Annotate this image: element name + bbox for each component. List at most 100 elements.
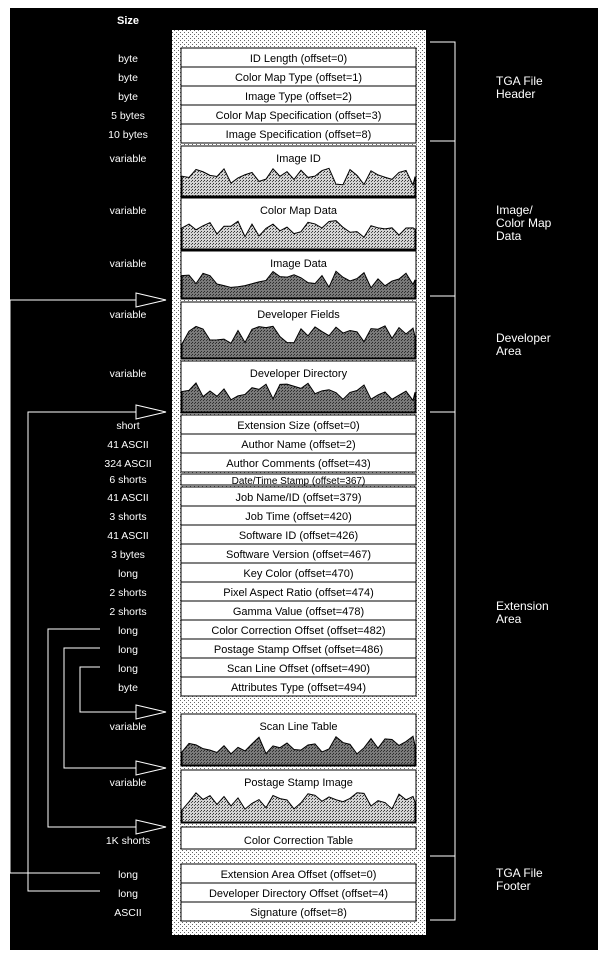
size-label: 6 shorts — [109, 474, 146, 486]
offset-pointers — [9, 292, 167, 892]
field-label: Extension Size (offset=0) — [237, 420, 359, 432]
field-extension-area-offset: Extension Area Offset (offset=0) — [180, 863, 417, 884]
field-cell — [180, 123, 417, 144]
field-author-name: Author Name (offset=2) — [180, 433, 417, 454]
field-label: Developer Directory — [250, 368, 348, 380]
color-correction-offset-pointer — [47, 628, 167, 835]
field-label: Software ID (offset=426) — [239, 530, 358, 542]
field-label: Color Correction Table — [244, 835, 353, 847]
pointer-line — [27, 411, 136, 892]
field-software-version: Software Version (offset=467) — [180, 543, 417, 564]
field-key-color: Key Color (offset=470) — [180, 562, 417, 583]
field-cell — [180, 901, 417, 922]
pointer-arrowhead — [135, 704, 167, 720]
developer-directory-offset-pointer — [27, 404, 167, 892]
field-label: Pixel Aspect Ratio (offset=474) — [223, 587, 374, 599]
size-label: ASCII — [114, 907, 141, 919]
field-label: Color Map Type (offset=1) — [235, 72, 362, 84]
variable-length-contour — [181, 325, 416, 359]
field-label: Author Comments (offset=43) — [226, 458, 370, 470]
pointer-arrowhead — [135, 292, 167, 308]
size-label: long — [118, 625, 138, 637]
field-developer-directory: Developer Directory — [180, 360, 417, 414]
size-label: variable — [110, 368, 147, 380]
field-developer-directory-offset: Developer Directory Offset (offset=4) — [180, 882, 417, 903]
field-label: Author Name (offset=2) — [241, 439, 355, 451]
field-label: Image Type (offset=2) — [245, 91, 352, 103]
size-labels: byte byte byte 5 bytes 10 bytes variable varia… — [104, 53, 151, 919]
size-label: 3 bytes — [111, 549, 145, 561]
size-label: 41 ASCII — [107, 530, 148, 542]
field-label: Gamma Value (offset=478) — [233, 606, 364, 618]
size-label: 1K shorts — [106, 835, 150, 847]
variable-length-contour — [181, 382, 416, 413]
variable-length-contour — [181, 270, 416, 299]
field-scan-line-table: Scan Line Table — [180, 713, 417, 767]
scan-line-offset-pointer — [79, 666, 167, 720]
field-cell — [180, 473, 417, 486]
size-label: byte — [118, 91, 138, 103]
field-cells: ID Length (offset=0) Color Map Type (offs… — [180, 47, 417, 922]
size-label: variable — [110, 258, 147, 270]
field-label: Date/Time Stamp (offset=367) — [232, 476, 366, 487]
field-label: Job Name/ID (offset=379) — [235, 492, 361, 504]
size-label: long — [118, 888, 138, 900]
size-label: variable — [110, 205, 147, 217]
size-label: long — [118, 663, 138, 675]
pointer-line — [79, 666, 136, 713]
size-label: 324 ASCII — [104, 458, 151, 470]
field-job-time: Job Time (offset=420) — [180, 505, 417, 526]
pointer-line — [47, 628, 136, 828]
field-image-data: Image Data — [180, 250, 417, 300]
field-label: Color Correction Offset (offset=482) — [211, 625, 385, 637]
size-label: long — [118, 568, 138, 580]
field-developer-fields: Developer Fields — [180, 301, 417, 360]
bracket-tga-file-footer — [430, 855, 456, 921]
field-label: Software Version (offset=467) — [226, 549, 371, 561]
field-extension-size: Extension Size (offset=0) — [180, 414, 417, 435]
size-label: 41 ASCII — [107, 492, 148, 504]
field-id-length: ID Length (offset=0) — [180, 47, 417, 68]
field-pixel-aspect-ratio: Pixel Aspect Ratio (offset=474) — [180, 581, 417, 602]
size-label: 3 shorts — [109, 511, 146, 523]
size-label: 5 bytes — [111, 110, 145, 122]
field-cell — [180, 826, 417, 850]
field-color-map-specification: Color Map Specification (offset=3) — [180, 104, 417, 125]
field-label: Image Specification (offset=8) — [226, 129, 372, 141]
field-color-map-data: Color Map Data — [180, 197, 417, 251]
section-brackets — [430, 41, 456, 921]
variable-length-contour — [181, 735, 416, 766]
field-label: Image ID — [276, 153, 321, 165]
size-label: 10 bytes — [108, 129, 148, 141]
field-label: Key Color (offset=470) — [243, 568, 353, 580]
extension-area-offset-pointer — [9, 292, 167, 874]
variable-length-contour — [181, 220, 416, 250]
field-postage-stamp-offset: Postage Stamp Offset (offset=486) — [180, 638, 417, 659]
size-label: 2 shorts — [109, 587, 146, 599]
field-label: ID Length (offset=0) — [250, 53, 347, 65]
field-label: Scan Line Offset (offset=490) — [227, 663, 370, 675]
field-postage-stamp-image: Postage Stamp Image — [180, 769, 417, 824]
field-color-correction-offset: Color Correction Offset (offset=482) — [180, 619, 417, 640]
pointer-line — [9, 299, 136, 874]
pointer-line — [63, 647, 136, 769]
field-software-id: Software ID (offset=426) — [180, 524, 417, 545]
field-label: Attributes Type (offset=494) — [231, 682, 366, 694]
field-label: Postage Stamp Image — [244, 777, 353, 789]
field-label: Developer Fields — [257, 309, 340, 321]
field-color-correction-table: Color Correction Table — [180, 826, 417, 850]
size-label: variable — [110, 309, 147, 321]
size-label: short — [116, 420, 139, 432]
pointer-arrowhead — [135, 404, 167, 420]
bracket-line — [430, 855, 456, 921]
field-label: Postage Stamp Offset (offset=486) — [214, 644, 383, 656]
field-label: Image Data — [270, 258, 328, 270]
size-label: byte — [118, 682, 138, 694]
field-scan-line-offset: Scan Line Offset (offset=490) — [180, 657, 417, 678]
field-label: Developer Directory Offset (offset=4) — [209, 888, 388, 900]
size-label: byte — [118, 53, 138, 65]
postage-stamp-offset-pointer — [63, 647, 167, 776]
section-labels: TGA File Header Image/Color Map Data Develop… — [496, 74, 552, 893]
section-label-extension-area: Extension Area — [496, 599, 549, 626]
